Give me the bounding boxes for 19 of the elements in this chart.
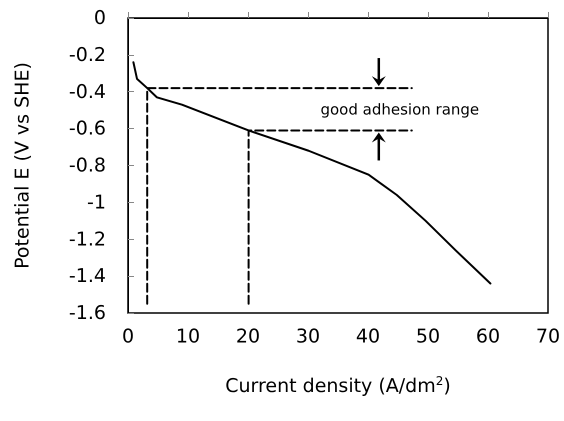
y-tick-label: -0.8 (68, 154, 106, 176)
x-tick-label: 30 (296, 326, 320, 348)
y-tick-label: -1 (87, 191, 106, 214)
x-tick-label: 0 (122, 326, 134, 348)
y-tick-label: -0.6 (68, 118, 106, 140)
y-tick-label: 0 (94, 7, 106, 29)
x-tick-label: 20 (236, 326, 260, 348)
x-tick-label: 50 (416, 326, 440, 348)
y-tick-label: -1.4 (68, 265, 106, 288)
x-tick-label: 10 (176, 326, 200, 348)
y-tick-label: -0.4 (68, 80, 106, 103)
y-tick-label: -0.2 (68, 44, 106, 66)
x-tick-label: 40 (356, 326, 380, 348)
annotation: good adhesion range (320, 100, 480, 118)
x-tick-label: 70 (536, 326, 560, 348)
y-tick-label: -1.6 (68, 302, 106, 324)
y-tick-label: -1.2 (68, 228, 106, 250)
y-axis-title: Potential E (V vs SHE) (12, 62, 34, 269)
x-tick-label: 60 (476, 326, 500, 348)
